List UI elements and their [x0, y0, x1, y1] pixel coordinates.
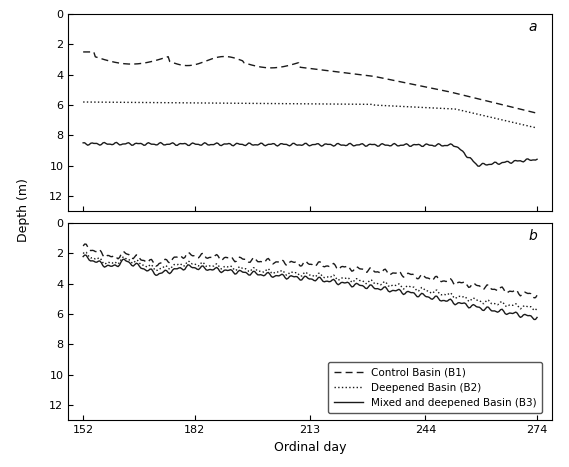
Text: a: a: [529, 20, 537, 34]
Legend: Control Basin (B1), Deepened Basin (B2), Mixed and deepened Basin (B3): Control Basin (B1), Deepened Basin (B2),…: [328, 362, 542, 413]
Text: Depth (m): Depth (m): [17, 178, 30, 242]
X-axis label: Ordinal day: Ordinal day: [274, 441, 347, 454]
Text: b: b: [529, 229, 537, 243]
